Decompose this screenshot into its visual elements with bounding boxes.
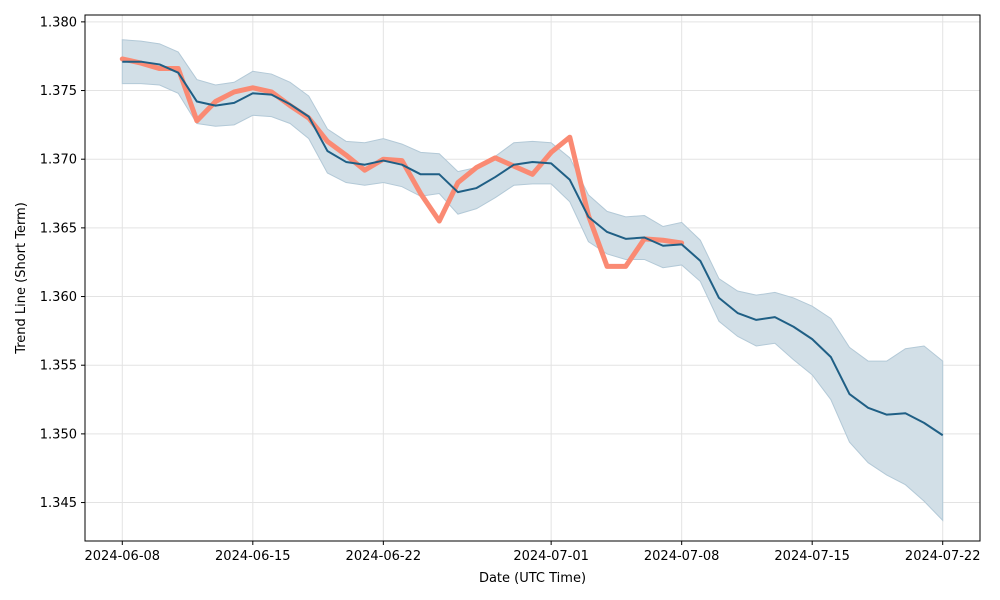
x-tick-label: 2024-06-15 — [215, 549, 291, 564]
x-tick-label: 2024-07-15 — [774, 549, 850, 564]
x-tick-label: 2024-07-22 — [905, 549, 981, 564]
y-tick-label: 1.370 — [40, 153, 77, 168]
y-tick-label: 1.360 — [40, 290, 77, 305]
x-axis-title: Date (UTC Time) — [479, 571, 586, 586]
short-term-trend-line — [122, 60, 944, 437]
y-tick-label: 1.355 — [40, 359, 77, 374]
y-tick-label: 1.350 — [40, 427, 77, 442]
y-tick-label: 1.380 — [40, 15, 77, 30]
x-tick-label: 2024-06-08 — [85, 549, 161, 564]
plot-frame — [84, 14, 981, 542]
y-tick-label: 1.345 — [40, 496, 77, 511]
y-axis: 1.345 1.350 1.355 1.360 1.365 1.370 1.375 1.380 — [40, 15, 85, 511]
y-tick-label: 1.365 — [40, 221, 77, 236]
x-tick-label: 2024-07-01 — [513, 549, 589, 564]
confidence-band — [121, 39, 944, 522]
y-tick-label: 1.375 — [40, 84, 77, 99]
y-axis-title: Trend Line (Short Term) — [14, 202, 29, 355]
x-axis: 2024-06-08 2024-06-15 2024-06-22 2024-07-01… — [85, 541, 981, 564]
x-tick-label: 2024-06-22 — [346, 549, 422, 564]
x-tick-label: 2024-07-08 — [644, 549, 720, 564]
